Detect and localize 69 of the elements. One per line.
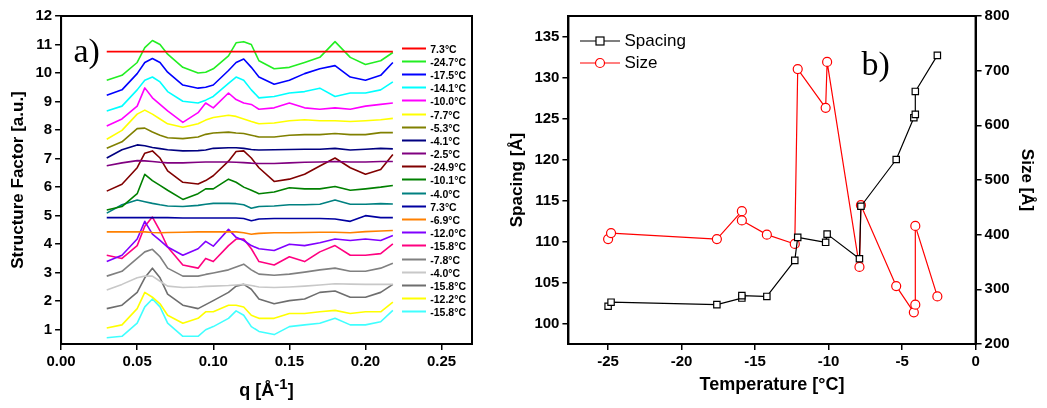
x-tick-label: -25 bbox=[597, 352, 619, 370]
x-tick-label: -10 bbox=[817, 352, 840, 370]
y-tick-label: 10 bbox=[35, 63, 53, 81]
y-tick-label: 135 bbox=[534, 26, 560, 44]
legend-label: -7.8°C bbox=[430, 253, 461, 266]
legend-label: -12.0°C bbox=[430, 226, 466, 239]
y-axis-title: Spacing [Å] bbox=[506, 132, 526, 228]
x-tick-label: 0 bbox=[971, 352, 980, 370]
y-tick-label: 8 bbox=[43, 120, 53, 138]
x-tick-label: -15 bbox=[744, 352, 766, 370]
legend-label: -15.8°C bbox=[430, 239, 466, 252]
legend-label: 7.3°C bbox=[430, 42, 457, 55]
x-tick-label: 0.05 bbox=[122, 352, 152, 370]
y-tick-label: 125 bbox=[534, 108, 560, 126]
y-tick-label: 1 bbox=[43, 319, 53, 337]
x-tick-label: 0.15 bbox=[274, 352, 304, 370]
y2-tick-label: 800 bbox=[984, 6, 1010, 24]
legend-label: -12.2°C bbox=[430, 292, 466, 305]
legend-label: -6.9°C bbox=[430, 213, 461, 226]
y-tick-label: 115 bbox=[535, 190, 560, 208]
legend-label: -2.5°C bbox=[430, 147, 461, 160]
y-tick-label: 2 bbox=[43, 291, 53, 309]
annotation: b) bbox=[861, 44, 890, 83]
legend-label: -15.8°C bbox=[430, 305, 466, 318]
x-tick-label: 0.25 bbox=[426, 352, 457, 370]
x-tick-label: -5 bbox=[895, 352, 909, 370]
y2-tick-label: 400 bbox=[984, 224, 1010, 242]
legend-label: -10.0°C bbox=[430, 94, 466, 107]
legend-label: Spacing bbox=[624, 31, 686, 51]
y-tick-label: 120 bbox=[534, 149, 560, 167]
y-tick-label: 105 bbox=[534, 272, 560, 290]
y-tick-label: 4 bbox=[43, 234, 53, 252]
annotation: a) bbox=[73, 31, 100, 70]
y-tick-label: 100 bbox=[534, 313, 560, 331]
legend-label: Size bbox=[624, 53, 658, 73]
x-tick-label: 0.10 bbox=[198, 352, 228, 370]
x-tick-label: 0.00 bbox=[46, 352, 76, 370]
legend-label: -10.1°C bbox=[430, 174, 466, 186]
legend-label: -4.0°C bbox=[430, 266, 461, 279]
y-axis-title: Structure Factor [a.u.] bbox=[7, 91, 27, 269]
y2-tick-label: 200 bbox=[984, 334, 1010, 352]
y2-tick-label: 700 bbox=[984, 60, 1010, 78]
legend-label: -4.0°C bbox=[430, 187, 461, 200]
y2-tick-label: 600 bbox=[984, 115, 1010, 133]
legend-label: -15.8°C bbox=[430, 279, 466, 292]
y2-tick-label: 300 bbox=[984, 279, 1010, 297]
legend-label: -24.7°C bbox=[430, 55, 466, 68]
x-tick-label: -20 bbox=[670, 352, 693, 370]
y-tick-label: 9 bbox=[43, 91, 53, 109]
y-tick-label: 11 bbox=[36, 34, 53, 52]
y-tick-label: 7 bbox=[43, 148, 53, 166]
y2-axis-title: Size [Å] bbox=[1018, 148, 1038, 212]
legend-label: -14.1°C bbox=[430, 81, 466, 94]
x-axis-title: q [Å$^{-1}$] bbox=[238, 374, 295, 401]
legend-label: 7.3°C bbox=[430, 200, 457, 213]
x-axis-title: Temperature [°C] bbox=[698, 373, 846, 395]
y2-tick-label: 500 bbox=[984, 170, 1010, 188]
legend-label: -24.9°C bbox=[430, 160, 466, 173]
legend-label: -5.3°C bbox=[430, 121, 461, 134]
y-tick-label: 3 bbox=[43, 262, 53, 280]
legend-label: -7.7°C bbox=[430, 108, 461, 121]
y-tick-label: 6 bbox=[43, 177, 53, 195]
y-tick-label: 12 bbox=[35, 6, 53, 24]
y-tick-label: 110 bbox=[535, 231, 560, 249]
y-tick-label: 5 bbox=[43, 205, 53, 223]
legend-label: -4.1°C bbox=[430, 134, 461, 147]
x-tick-label: 0.20 bbox=[350, 352, 381, 370]
legend-label: -17.5°C bbox=[430, 68, 466, 81]
y-tick-label: 130 bbox=[534, 67, 560, 85]
